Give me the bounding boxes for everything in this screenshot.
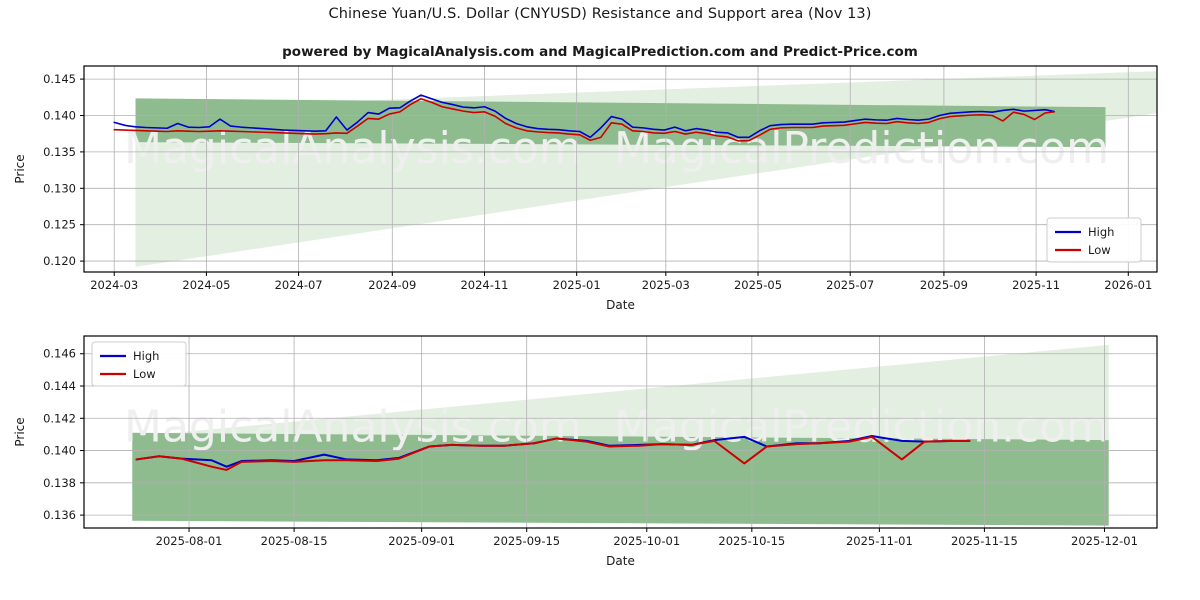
bottom-chart-legend[interactable]: High Low [91, 341, 187, 387]
x-tick-label: 2024-09 [368, 278, 416, 292]
bottom-chart-axes-frame [83, 335, 1158, 529]
x-tick-label: 2025-09 [920, 278, 968, 292]
bottom-chart-clip-group: MagicalAnalysis.com MagicalPrediction.com [124, 344, 1109, 526]
bottom-chart-gridlines [84, 336, 1157, 528]
x-tick-label: 2025-08-15 [261, 534, 328, 548]
bottom-chart-series-group [135, 435, 971, 471]
x-tick-label: 2025-09-01 [388, 534, 455, 548]
y-tick-label: 0.135 [43, 145, 76, 159]
bottom-chart-group: MagicalAnalysis.com MagicalPrediction.com… [13, 335, 1158, 568]
watermark-text: MagicalAnalysis.com [124, 402, 582, 453]
page-subtitle: powered by MagicalAnalysis.com and Magic… [282, 44, 918, 60]
x-tick-label: 2024-03 [90, 278, 138, 292]
y-tick-label: 0.136 [43, 508, 76, 522]
top-chart-line-low [113, 97, 1056, 142]
x-tick-label: 2025-11-01 [846, 534, 913, 548]
bottom-chart-x-axis-label: Date [606, 554, 635, 568]
top-chart-watermark: MagicalAnalysis.com MagicalPrediction.com [124, 123, 1109, 174]
bottom-chart-y-axis-label: Price [13, 417, 27, 446]
page-title: Chinese Yuan/U.S. Dollar (CNYUSD) Resist… [328, 6, 872, 22]
x-tick-label: 2025-11 [1012, 278, 1060, 292]
top-chart-legend[interactable]: High Low [1046, 217, 1142, 263]
y-tick-label: 0.145 [43, 72, 76, 86]
y-tick-label: 0.138 [43, 476, 76, 490]
y-tick-label: 0.125 [43, 218, 76, 232]
y-tick-label: 0.146 [43, 347, 76, 361]
watermark-text: MagicalPrediction.com [614, 123, 1109, 174]
bottom-chart-resistance-support-area [132, 432, 1109, 526]
bottom-chart-x-axis: 2025-08-01 2025-08-15 2025-09-01 2025-09-15… [156, 528, 1138, 548]
x-tick-label: 2024-07 [275, 278, 323, 292]
y-tick-label: 0.130 [43, 181, 76, 195]
y-tick-label: 0.144 [43, 379, 76, 393]
top-chart-y-axis: 0.120 0.125 0.130 0.135 0.140 0.145 [43, 72, 84, 268]
top-chart-y-axis-label: Price [13, 154, 27, 183]
top-chart-clip-group: MagicalAnalysis.com MagicalPrediction.com [124, 71, 1157, 267]
y-tick-label: 0.120 [43, 254, 76, 268]
x-tick-label: 2025-05 [734, 278, 782, 292]
legend-label-low: Low [133, 367, 156, 381]
x-tick-label: 2026-01 [1104, 278, 1152, 292]
watermark-text: MagicalAnalysis.com [124, 123, 582, 174]
x-tick-label: 2025-10-15 [718, 534, 785, 548]
top-chart-x-axis-label: Date [606, 298, 635, 312]
bottom-chart-y-axis: 0.136 0.138 0.140 0.142 0.144 0.146 [43, 347, 84, 522]
x-tick-label: 2025-07 [826, 278, 874, 292]
top-chart-axes-frame [83, 65, 1158, 273]
bottom-chart-line-low [135, 435, 971, 471]
x-tick-label: 2025-10-01 [613, 534, 680, 548]
y-tick-label: 0.142 [43, 411, 76, 425]
x-tick-label: 2025-12-01 [1071, 534, 1138, 548]
x-tick-label: 2025-09-15 [493, 534, 560, 548]
x-tick-label: 2025-11-15 [951, 534, 1018, 548]
legend-label-high: High [133, 349, 159, 363]
legend-label-low: Low [1088, 243, 1111, 257]
x-tick-label: 2024-05 [182, 278, 230, 292]
top-chart-x-axis: 2024-03 2024-05 2024-07 2024-09 2024-11 2025-… [90, 272, 1152, 292]
y-tick-label: 0.140 [43, 108, 76, 122]
top-chart-resistance-support-area [135, 98, 1106, 148]
top-chart-line-high [113, 94, 1056, 139]
x-tick-label: 2025-03 [642, 278, 690, 292]
y-tick-label: 0.140 [43, 444, 76, 458]
x-tick-label: 2025-01 [553, 278, 601, 292]
x-tick-label: 2025-08-01 [156, 534, 223, 548]
x-tick-label: 2024-11 [460, 278, 508, 292]
legend-label-high: High [1088, 225, 1114, 239]
top-chart-series-group [113, 94, 1056, 142]
top-chart-group: MagicalAnalysis.com MagicalPrediction.com… [13, 65, 1158, 312]
